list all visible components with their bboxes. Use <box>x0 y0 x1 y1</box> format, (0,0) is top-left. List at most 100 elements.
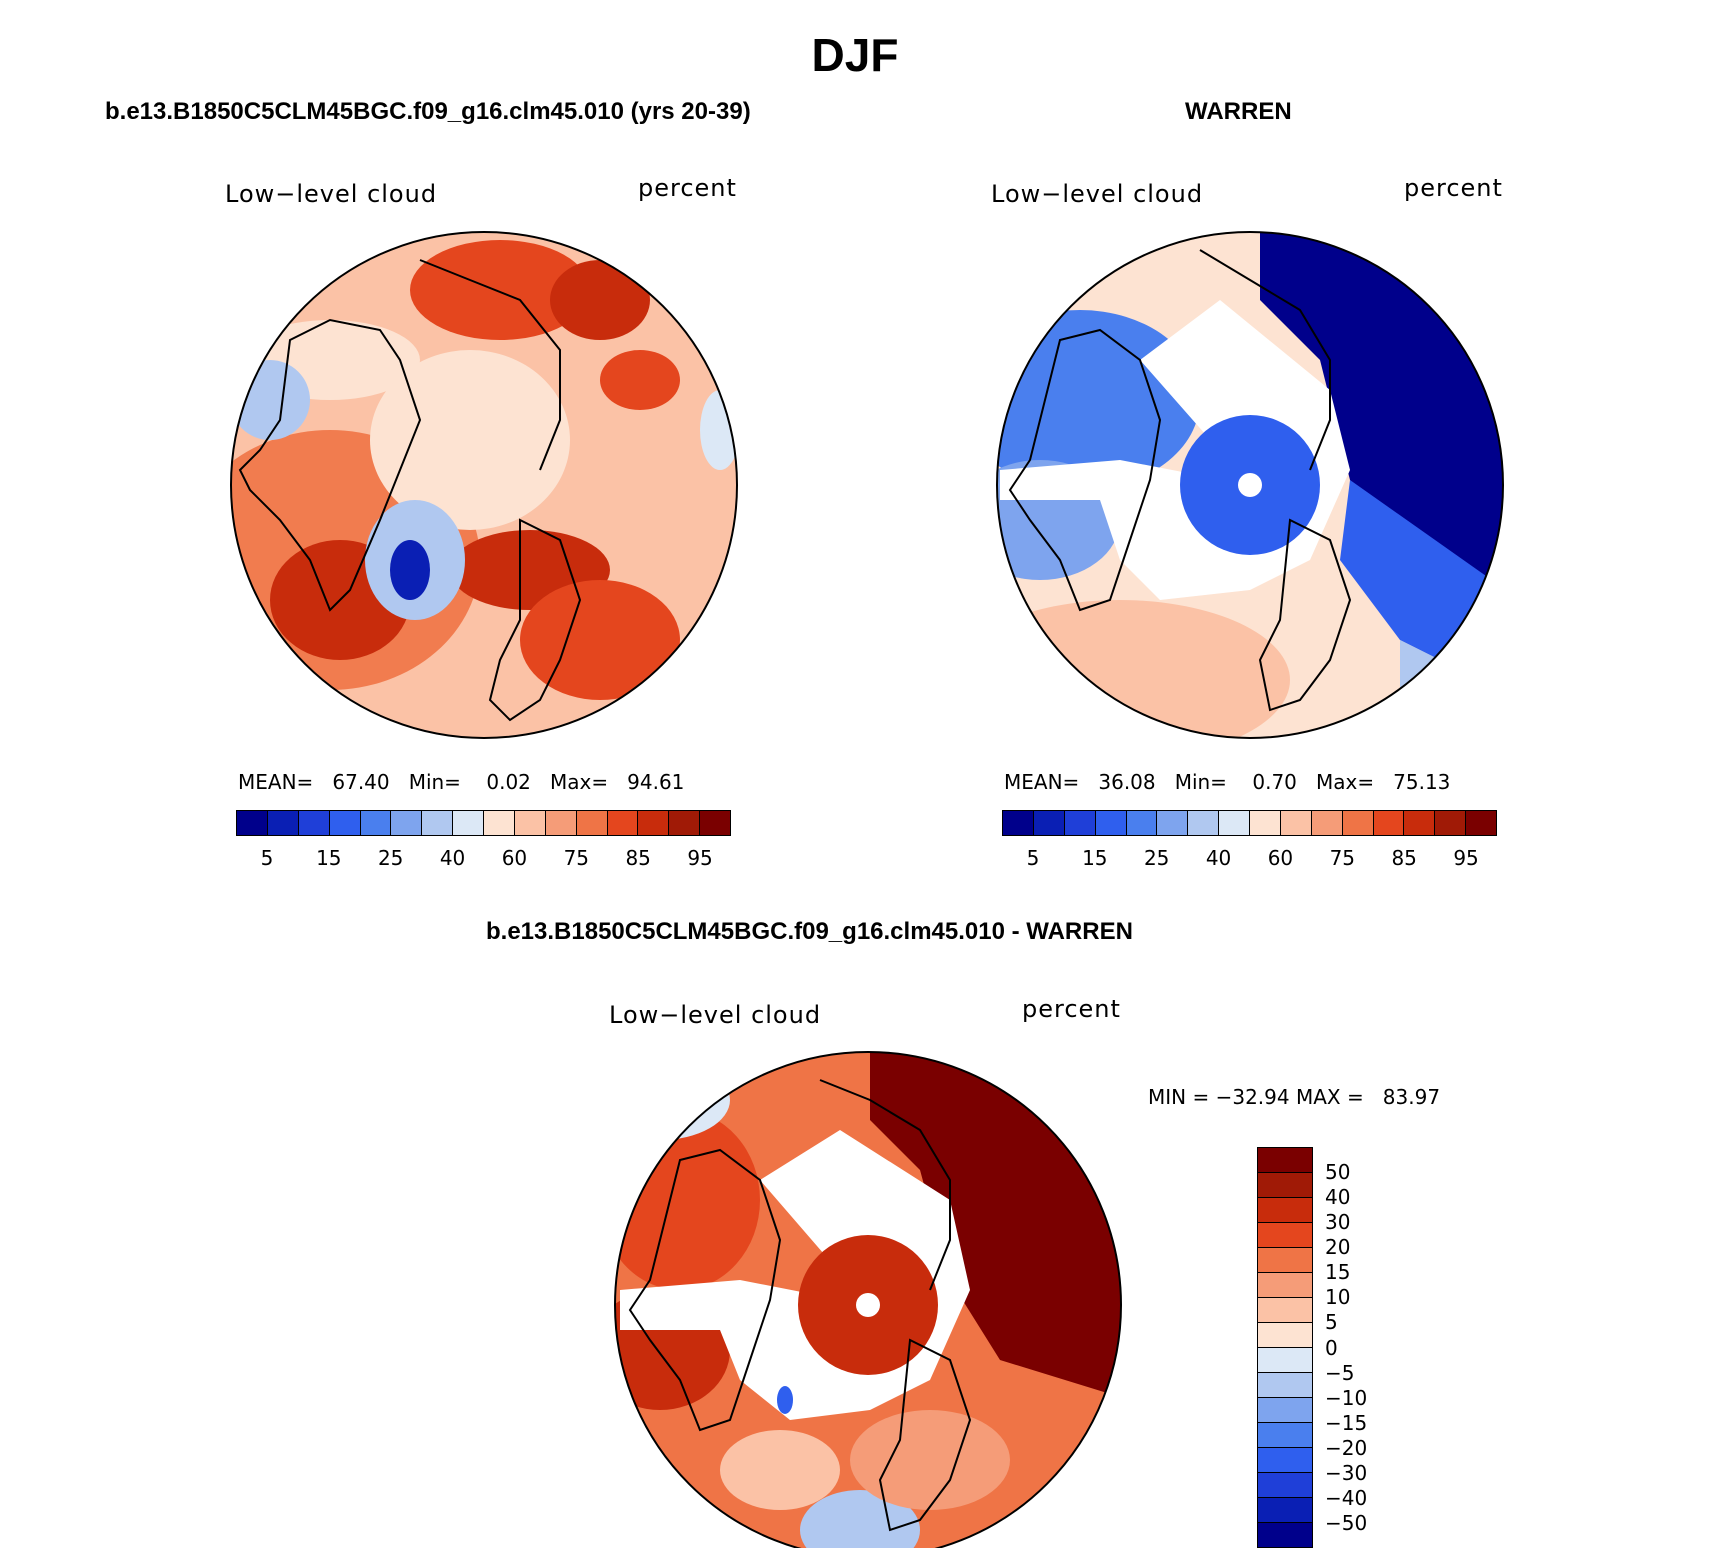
colorbar-swatch <box>1157 811 1189 835</box>
colorbar-swatch <box>576 811 608 835</box>
colorbar-tick-label: 5 <box>1026 846 1040 870</box>
colorbar-tick-label: 15 <box>316 846 342 870</box>
colorbar-swatch <box>545 811 577 835</box>
colorbar-tick-label: −20 <box>1325 1435 1368 1460</box>
diff-panel-stats: MIN = −32.94 MAX = 83.97 <box>1148 1085 1441 1109</box>
colorbar-tick-label: −15 <box>1325 1410 1368 1435</box>
colorbar-tick-label: 85 <box>625 846 651 870</box>
panel-1-units-label: percent <box>638 174 737 202</box>
colorbar-swatch <box>391 811 423 835</box>
colorbar-swatch <box>638 811 670 835</box>
diff-panel-colorbar-labels: 50 40 30 20 15 10 5 0 −5 −10 −15 −20 −30 −40 −50 <box>1325 1147 1405 1548</box>
panel-1-variable-label: Low−level cloud <box>225 180 438 208</box>
colorbar-swatch <box>1258 1498 1312 1523</box>
figure-title: DJF <box>811 29 899 81</box>
panel-1-stats: MEAN= 67.40 Min= 0.02 Max= 94.61 <box>238 770 685 794</box>
colorbar-swatch <box>1258 1373 1312 1398</box>
colorbar-swatch <box>1095 811 1127 835</box>
colorbar-swatch <box>1188 811 1220 835</box>
colorbar-swatch <box>1250 811 1281 835</box>
diff-panel-colorbar <box>1257 1147 1313 1548</box>
panel-2-colorbar-ticks: 5 15 25 40 60 75 85 95 <box>1002 846 1497 870</box>
colorbar-swatch <box>484 811 515 835</box>
colorbar-tick-label: 0 <box>1325 1335 1338 1360</box>
panel-2-stats: MEAN= 36.08 Min= 0.70 Max= 75.13 <box>1004 770 1451 794</box>
colorbar-swatch <box>267 811 299 835</box>
colorbar-swatch <box>1258 1173 1312 1198</box>
colorbar-swatch <box>237 811 268 835</box>
colorbar-tick-label: 15 <box>1082 846 1108 870</box>
colorbar-tick-label: 95 <box>1453 846 1479 870</box>
colorbar-tick-label: 60 <box>1267 846 1294 870</box>
colorbar-swatch <box>1311 811 1343 835</box>
colorbar-tick-label: 85 <box>1391 846 1417 870</box>
colorbar-swatch <box>1258 1398 1312 1423</box>
colorbar-swatch <box>1258 1223 1312 1248</box>
diff-panel-variable-label: Low−level cloud <box>609 1001 822 1029</box>
colorbar-swatch <box>298 811 330 835</box>
colorbar-swatch <box>329 811 361 835</box>
colorbar-tick-label: 5 <box>260 846 274 870</box>
colorbar-swatch <box>1126 811 1158 835</box>
colorbar-swatch <box>1258 1473 1312 1498</box>
panel-1-title: b.e13.B1850C5CLM45BGC.f09_g16.clm45.010 … <box>105 98 751 125</box>
colorbar-tick-label: 15 <box>1325 1260 1351 1285</box>
colorbar-swatch <box>1258 1523 1312 1547</box>
colorbar-tick-label: 40 <box>1325 1185 1351 1210</box>
colorbar-tick-label: −10 <box>1325 1385 1368 1410</box>
colorbar-tick-label: 25 <box>377 846 404 870</box>
colorbar-swatch <box>514 811 546 835</box>
colorbar-swatch <box>1033 811 1065 835</box>
colorbar-swatch <box>1258 1448 1312 1473</box>
colorbar-tick-label: 40 <box>439 846 466 870</box>
colorbar-tick-label: 60 <box>501 846 528 870</box>
colorbar-tick-label: −5 <box>1325 1360 1355 1385</box>
colorbar-swatch <box>607 811 639 835</box>
colorbar-swatch <box>1258 1273 1312 1298</box>
colorbar-tick-label: 5 <box>1325 1310 1338 1335</box>
colorbar-swatch <box>1219 811 1250 835</box>
colorbar-swatch <box>669 811 701 835</box>
colorbar-tick-label: 10 <box>1325 1285 1351 1310</box>
panel-1-colorbar <box>236 810 731 836</box>
colorbar-swatch <box>1466 811 1496 835</box>
colorbar-swatch <box>360 811 392 835</box>
colorbar-swatch <box>1435 811 1467 835</box>
colorbar-tick-label: 75 <box>1329 846 1356 870</box>
colorbar-tick-label: −50 <box>1325 1510 1368 1535</box>
colorbar-swatch <box>700 811 730 835</box>
panel-2-variable-label: Low−level cloud <box>991 180 1204 208</box>
colorbar-tick-label: 20 <box>1325 1235 1351 1260</box>
colorbar-tick-label: 75 <box>563 846 590 870</box>
panel-2-colorbar <box>1002 810 1497 836</box>
colorbar-swatch <box>1258 1423 1312 1448</box>
colorbar-swatch <box>1280 811 1312 835</box>
colorbar-swatch <box>453 811 484 835</box>
diff-panel-units-label: percent <box>1022 995 1121 1023</box>
diff-panel-title: b.e13.B1850C5CLM45BGC.f09_g16.clm45.010 … <box>486 918 1133 945</box>
colorbar-swatch <box>1373 811 1405 835</box>
colorbar-swatch <box>1258 1323 1312 1348</box>
colorbar-swatch <box>1258 1248 1312 1273</box>
colorbar-swatch <box>1342 811 1374 835</box>
colorbar-swatch <box>422 811 454 835</box>
colorbar-tick-label: −30 <box>1325 1460 1368 1485</box>
colorbar-tick-label: 40 <box>1205 846 1232 870</box>
colorbar-tick-label: 30 <box>1325 1210 1351 1235</box>
panel-1-colorbar-ticks: 5 15 25 40 60 75 85 95 <box>236 846 731 870</box>
colorbar-swatch <box>1003 811 1034 835</box>
colorbar-tick-label: −40 <box>1325 1485 1368 1510</box>
colorbar-swatch <box>1258 1298 1312 1323</box>
panel-2-title: WARREN <box>1185 98 1292 125</box>
colorbar-swatch <box>1064 811 1096 835</box>
colorbar-swatch <box>1404 811 1436 835</box>
colorbar-tick-label: 95 <box>687 846 713 870</box>
colorbar-swatch <box>1258 1348 1312 1373</box>
colorbar-swatch <box>1258 1198 1312 1223</box>
colorbar-swatch <box>1258 1148 1312 1173</box>
colorbar-tick-label: 50 <box>1325 1160 1351 1185</box>
panel-2-units-label: percent <box>1404 174 1503 202</box>
